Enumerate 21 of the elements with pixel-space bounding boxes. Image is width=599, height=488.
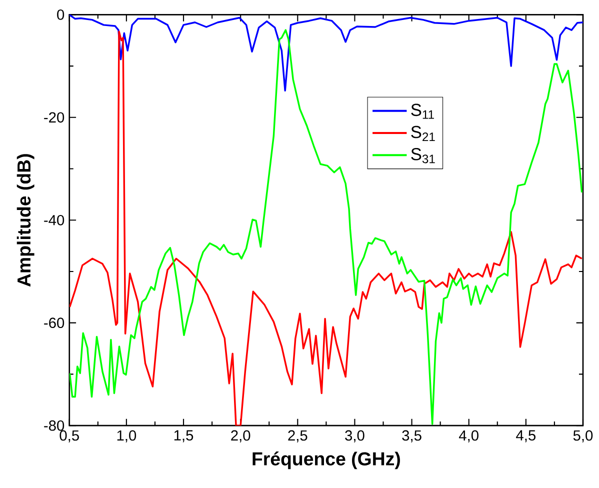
x-tick-label: 2,0 [231, 430, 250, 442]
x-tick-label: 1,0 [117, 430, 136, 442]
x-tick-label: 1,5 [174, 430, 194, 442]
y-tick-label: -60 [44, 318, 64, 328]
y-axis-title: Amplitude (dB) [16, 154, 34, 286]
line-series [69, 14, 583, 92]
y-tick-label: -80 [44, 420, 64, 431]
x-tick-label: 3,5 [402, 430, 422, 442]
legend-label: S$_{11}$ [411, 104, 434, 119]
legend-label: S$_{31}$ [411, 148, 435, 164]
x-tick-label: 0,5 [60, 430, 79, 442]
y-tick-label: 0 [57, 9, 64, 20]
x-tick-label: 5,0 [573, 430, 593, 442]
x-tick-label: 3,0 [345, 430, 364, 442]
x-tick-label: 2,5 [288, 430, 308, 442]
x-tick-label: 4,0 [458, 430, 478, 442]
y-tick-label: -40 [44, 214, 64, 226]
legend-label: S$_{21}$ [411, 126, 435, 141]
y-tick-label: -20 [44, 112, 64, 122]
x-tick-label: 4,5 [516, 430, 536, 442]
x-axis-title: Fréquence (GHz) [252, 451, 400, 470]
